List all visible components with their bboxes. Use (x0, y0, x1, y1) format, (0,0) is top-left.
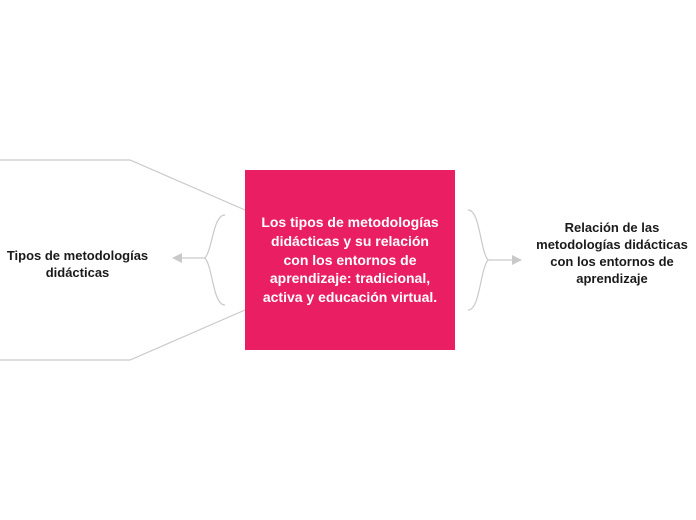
mindmap-canvas: Los tipos de metodologías didácticas y s… (0, 0, 696, 520)
right-node[interactable]: Relación de las metodologías didácticas … (532, 220, 692, 288)
center-node[interactable]: Los tipos de metodologías didácticas y s… (245, 170, 455, 350)
left-node[interactable]: Tipos de metodologías didácticas (0, 248, 165, 282)
